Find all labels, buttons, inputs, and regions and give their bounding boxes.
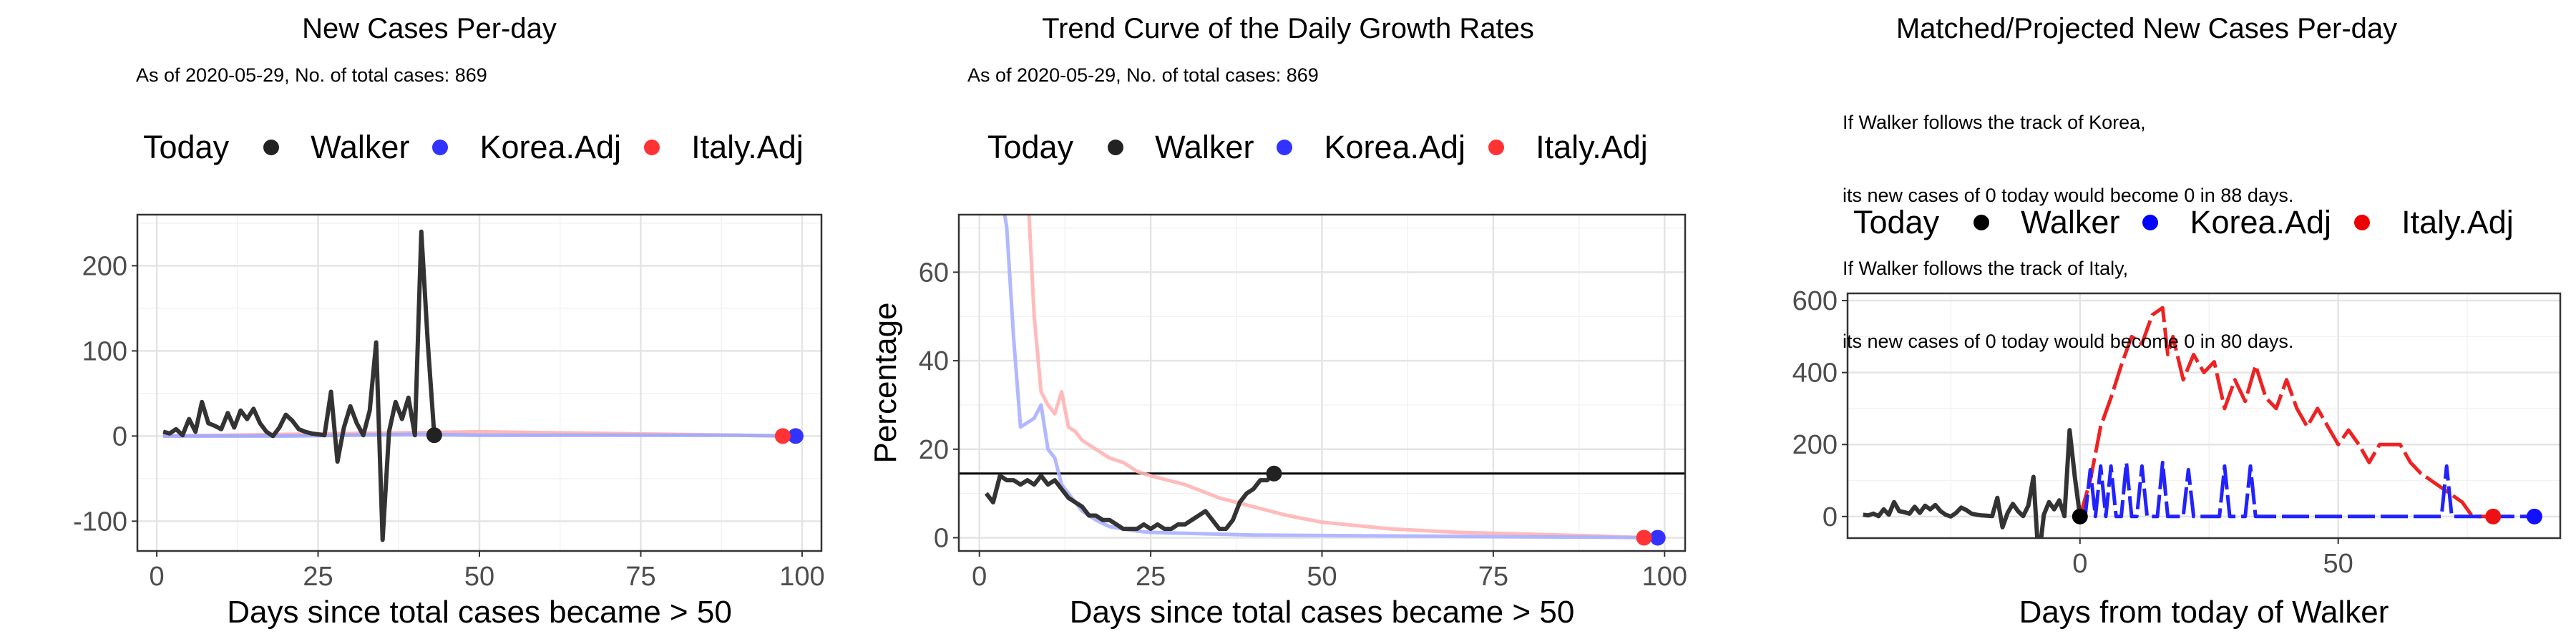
chart-subtitle: As of 2020-05-29, No. of total cases: 86… [136,64,487,86]
legend: Today Walker Korea.Adj Italy.Adj [1853,204,2537,241]
panel-new-cases: 0 25 50 75 100 -100 0 100 200 Days since total ca… [0,0,859,644]
chart-projected: 0 50 0 200 400 600 Days from today of Walker [1792,286,2562,630]
legend-dot-walker [1974,215,1990,230]
subtitle-line: its new cases of 0 today would become 0 … [1843,331,2294,352]
x-tick-label: 50 [464,562,494,592]
panel-growth-rates: 0 25 50 75 100 0 20 40 60 Days since total cases … [859,0,1717,644]
y-tick-label: 100 [82,336,127,366]
legend-label: Italy.Adj [691,129,804,165]
legend-label: Italy.Adj [2401,204,2514,240]
subtitle-line: If Walker follows the track of Italy, [1843,258,2129,279]
legend-label: Italy.Adj [1536,129,1648,165]
legend-dot-korea [2142,215,2159,230]
x-tick-label: 0 [149,562,164,592]
legend-dot-walker [263,140,280,155]
today-point-italy-adj [2485,508,2502,525]
y-tick-label: 200 [82,251,127,281]
series-line-korea-adj [2079,460,2534,519]
x-tick-label: 25 [303,562,333,592]
chart-subtitle: If Walker follows the track of Korea, it… [1843,62,2293,402]
today-point-walker [2072,508,2088,525]
x-tick-label: 0 [2072,549,2087,579]
legend-title: Today [143,129,230,165]
legend-item-walker: Walker [1974,204,2119,241]
y-tick-label: 60 [919,258,949,288]
y-tick-label: 40 [919,346,949,376]
y-tick-label: 0 [112,421,127,452]
x-tick-label: 50 [1307,562,1337,592]
legend-label: Walker [2021,204,2120,240]
today-point-italy-adj [774,428,791,444]
today-point-walker [1266,465,1282,482]
x-axis-label: Days since total cases became > 50 [227,595,732,630]
legend-label: Walker [311,129,410,165]
y-tick-label: -100 [73,507,127,537]
plot-border [1846,292,2562,540]
x-tick-label: 75 [1478,562,1508,592]
chart-new-cases: 0 25 50 75 100 -100 0 100 200 Days since total ca… [73,213,825,630]
plot-border [136,213,823,552]
x-axis-label: Days since total cases became > 50 [1070,595,1575,630]
legend-label: Walker [1155,129,1254,165]
legend-label: Korea.Adj [1324,129,1466,165]
y-tick-label: 0 [934,523,949,553]
legend-label: Korea.Adj [479,129,622,165]
x-tick-label: 0 [972,562,987,592]
x-axis-label: Days from today of Walker [2019,595,2389,630]
series-line-korea-adj [1002,215,1658,540]
chart-title: New Cases Per-day [302,13,557,44]
today-point-korea-adj [1649,530,1666,546]
legend-item-walker: Walker [263,129,409,166]
legend-dot-italy [2354,215,2371,230]
series-line-korea-adj [163,432,796,438]
legend-dot-italy [644,140,660,155]
today-point-korea-adj [787,428,804,444]
plot-border [957,213,1687,552]
y-tick-label: 20 [919,435,949,465]
subtitle-line: its new cases of 0 today would become 0 … [1843,185,2294,206]
series-line-italy-adj [1027,215,1644,540]
series-line-walker [162,229,436,542]
y-tick-label: 200 [1792,430,1838,460]
y-tick-label: 0 [1823,502,1838,532]
legend: Today Walker Korea.Adj Italy.Adj [987,129,1671,166]
legend-title: Today [987,129,1074,165]
x-tick-label: 50 [2323,549,2353,579]
series-line-italy-adj [2078,306,2494,519]
legend-item-walker: Walker [1108,129,1254,166]
legend: Today Walker Korea.Adj Italy.Adj [143,129,826,166]
legend-item-korea: Korea.Adj [2142,204,2331,241]
legend-dot-walker [1108,140,1124,155]
x-tick-label: 100 [779,562,824,592]
chart-title: Trend Curve of the Daily Growth Rates [1042,13,1534,44]
x-tick-label: 75 [625,562,655,592]
legend-item-italy: Italy.Adj [1488,129,1648,166]
legend-dot-italy [1488,140,1505,155]
y-tick-label: 600 [1792,286,1838,316]
series-line-walker [984,472,1276,532]
chart-title: Matched/Projected New Cases Per-day [1896,13,2398,44]
y-axis-label: Percentage [868,302,903,463]
chart-growth-rates: 0 25 50 75 100 0 20 40 60 Days since total cases … [868,213,1687,630]
legend-dot-korea [432,140,449,155]
x-tick-label: 25 [1136,562,1166,592]
legend-item-italy: Italy.Adj [644,129,804,166]
legend-item-korea: Korea.Adj [1277,129,1465,166]
subtitle-line: If Walker follows the track of Korea, [1843,112,2146,133]
today-point-korea-adj [2526,508,2542,525]
chart-subtitle: As of 2020-05-29, No. of total cases: 86… [967,64,1319,86]
panel-projected: 0 50 0 200 400 600 Days from today of Walker M… [1717,0,2576,644]
x-tick-label: 100 [1642,562,1687,592]
legend-item-italy: Italy.Adj [2354,204,2514,241]
today-point-italy-adj [1636,530,1652,546]
legend-item-korea: Korea.Adj [432,129,621,166]
legend-title: Today [1853,204,1940,240]
legend-dot-korea [1277,140,1293,155]
legend-label: Korea.Adj [2190,204,2332,240]
series-line-walker [1863,428,2082,538]
today-point-walker [426,427,442,444]
y-tick-label: 400 [1792,358,1838,389]
